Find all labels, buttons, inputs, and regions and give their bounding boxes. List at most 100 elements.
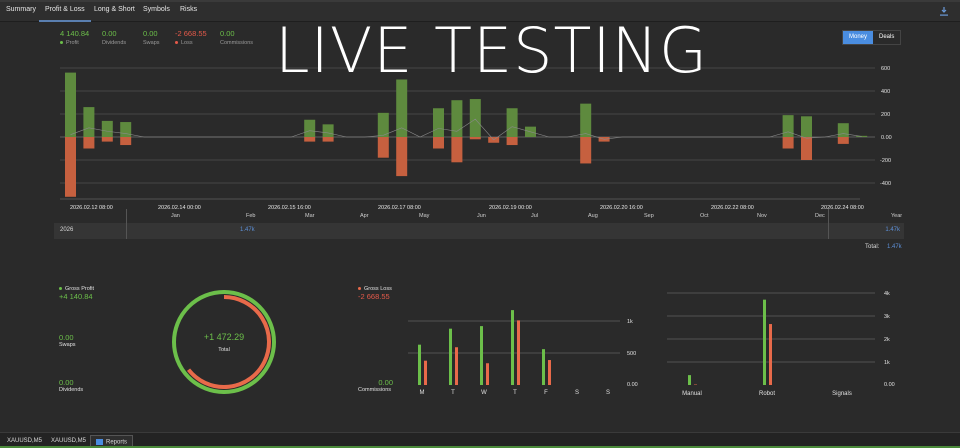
svg-text:S: S <box>575 390 579 396</box>
svg-text:1k: 1k <box>627 319 633 325</box>
profit-bar <box>377 112 389 137</box>
chart-tab-xauusd-1[interactable]: XAUUSD,M5 <box>7 438 43 444</box>
weekday-bar-chart: 1k 500 0.00 M T W T F S S <box>408 310 638 396</box>
status-line <box>0 446 960 448</box>
money-button[interactable]: Money <box>843 31 874 44</box>
deals-button[interactable]: Deals <box>879 34 895 40</box>
svg-text:T: T <box>513 390 517 396</box>
profit-bar <box>837 123 849 137</box>
svg-text:4k: 4k <box>884 291 890 297</box>
gross-loss-bar <box>769 324 772 385</box>
loss-bar <box>65 137 76 197</box>
svg-text:W: W <box>481 390 487 396</box>
profit-legend-dot <box>60 41 63 45</box>
gross-profit-bar <box>763 299 766 385</box>
x-axis-labels: 2026.02.12 08:00 2026.02.14 00:00 2026.0… <box>70 205 864 211</box>
profit-bar <box>322 124 334 137</box>
loss-bar <box>469 137 481 140</box>
month-dec: Dec <box>815 213 825 219</box>
profit-bar <box>120 122 132 137</box>
svg-text:0.00: 0.00 <box>881 135 892 141</box>
pnl-bar-chart: 600 400 200 0.00 -200 -400 2026.02.12 08… <box>60 66 892 211</box>
download-icon[interactable] <box>940 7 948 16</box>
stat-loss: -2 668.55 Loss <box>175 29 207 46</box>
profit-bar <box>101 120 113 137</box>
svg-text:400: 400 <box>881 89 890 95</box>
loss-bar <box>396 137 408 177</box>
svg-text:Robot: Robot <box>759 391 775 397</box>
loss-bar <box>377 137 389 158</box>
svg-text:Total: Total <box>218 347 230 353</box>
divider <box>126 209 127 239</box>
month-mar: Mar <box>305 213 315 219</box>
svg-text:T: T <box>451 390 455 396</box>
loss-bar <box>304 137 316 142</box>
source-bar-chart: 4k 3k 2k 1k 0.00 Manual Robot Signals <box>667 291 895 397</box>
month-feb: Feb <box>246 213 256 219</box>
swaps-stat: 0.00 Swaps <box>59 333 76 348</box>
tab-symbols[interactable]: Symbols <box>143 6 170 13</box>
svg-text:0.00: 0.00 <box>627 382 638 388</box>
divider <box>828 209 829 239</box>
month-sep: Sep <box>644 213 654 219</box>
loss-bar <box>782 137 794 149</box>
gross-loss-bar <box>548 360 551 385</box>
gross-profit-dot <box>59 287 62 291</box>
profit-bar <box>782 115 794 137</box>
tab-risks[interactable]: Risks <box>180 6 198 13</box>
total-value: 1.47k <box>887 244 902 250</box>
feb-value: 1.47k <box>240 227 255 233</box>
svg-text:2026.02.22 08:00: 2026.02.22 08:00 <box>711 205 754 211</box>
svg-text:M: M <box>420 390 425 396</box>
svg-text:Manual: Manual <box>682 391 702 397</box>
svg-text:0.00: 0.00 <box>884 382 895 388</box>
month-apr: Apr <box>360 213 369 219</box>
svg-text:2k: 2k <box>884 337 890 343</box>
svg-text:2026.02.12 08:00: 2026.02.12 08:00 <box>70 205 113 211</box>
stat-commissions: 0.00 Commissions <box>220 29 254 46</box>
profit-bar <box>65 72 76 137</box>
tab-long-short[interactable]: Long & Short <box>94 6 135 13</box>
profit-bar <box>304 119 316 137</box>
loss-bar <box>433 137 444 149</box>
tab-summary[interactable]: Summary <box>6 6 36 13</box>
gross-profit-bar <box>511 310 514 385</box>
year-row[interactable]: 2026 1.47k 1.47k <box>54 209 904 239</box>
profit-bar <box>396 79 408 137</box>
svg-text:2026.02.24 08:00: 2026.02.24 08:00 <box>821 205 864 211</box>
gross-profit-bar <box>449 328 452 385</box>
gross-loss-bar <box>455 347 458 385</box>
month-aug: Aug <box>588 213 598 219</box>
svg-text:F: F <box>544 390 548 396</box>
profit-bar <box>83 107 95 137</box>
gross-loss-bar <box>424 360 427 385</box>
month-oct: Oct <box>700 213 709 219</box>
svg-text:S: S <box>606 390 610 396</box>
svg-text:+1 472.29: +1 472.29 <box>204 332 244 342</box>
reports-tab[interactable]: Reports <box>90 435 134 447</box>
loss-legend-dot <box>175 41 178 45</box>
svg-text:600: 600 <box>881 66 890 72</box>
reports-icon <box>96 439 103 445</box>
gross-profit-bar <box>418 344 421 385</box>
gross-loss-stat: Gross Loss -2 668.55 <box>358 286 392 301</box>
profit-bar <box>801 116 812 137</box>
pnl-bars <box>65 72 868 197</box>
loss-bar <box>837 137 849 144</box>
year-header: Year <box>891 213 903 219</box>
svg-text:2026.02.20 16:00: 2026.02.20 16:00 <box>600 205 643 211</box>
chart-tab-xauusd-2[interactable]: XAUUSD,M5 <box>51 438 87 444</box>
gross-profit-stat: Gross Profit +4 140.84 <box>59 286 95 301</box>
svg-text:2026.02.15 16:00: 2026.02.15 16:00 <box>268 205 311 211</box>
profit-bar <box>451 100 463 137</box>
gross-loss-bar <box>486 363 489 385</box>
money-deals-toggle: Money Deals <box>842 30 902 45</box>
tab-profit-loss[interactable]: Profit & Loss <box>39 6 91 22</box>
report-tab-bar: Summary Profit & Loss Long & Short Symbo… <box>0 2 960 22</box>
month-nov: Nov <box>757 213 767 219</box>
loss-bar <box>580 137 592 164</box>
svg-text:2026.02.19 00:00: 2026.02.19 00:00 <box>489 205 532 211</box>
loss-bar <box>801 137 812 160</box>
stat-profit: 4 140.84 Profit <box>60 29 90 46</box>
gross-profit-bar <box>480 326 483 385</box>
